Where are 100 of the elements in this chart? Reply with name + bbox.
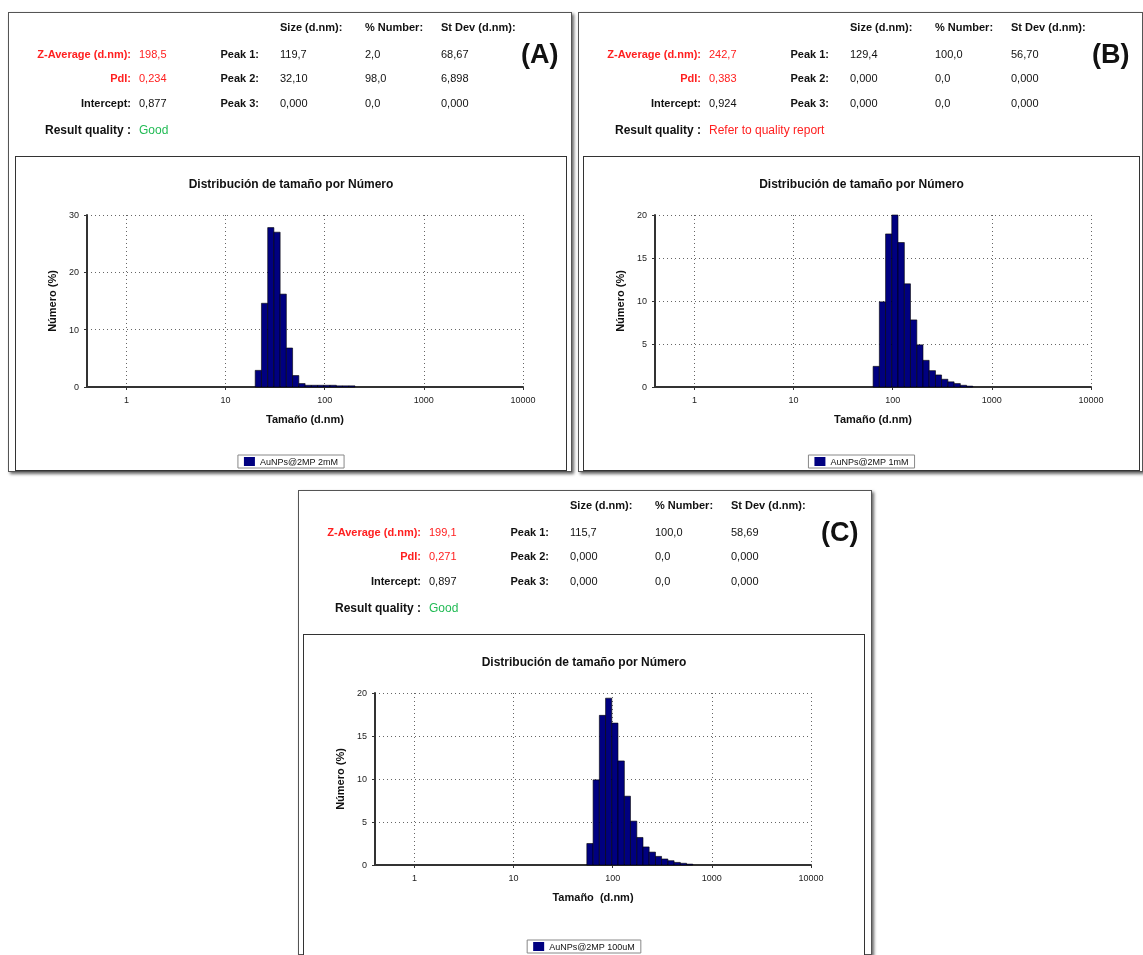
text: 100,0 <box>935 48 963 60</box>
y-tick-label: 10 <box>636 296 647 306</box>
text: St Dev (d.nm): <box>441 21 516 33</box>
text: Size (d.nm): <box>850 21 913 33</box>
text: Z-Average (d.nm): <box>607 48 701 60</box>
text: 115,7 <box>570 526 597 538</box>
text: 0,000 <box>731 575 759 587</box>
text: 68,67 <box>441 48 469 60</box>
text: Size (d.nm): <box>280 21 343 33</box>
x-tick-label: 100 <box>885 394 901 405</box>
text: 0,000 <box>850 72 878 84</box>
text: 0,877 <box>139 97 167 109</box>
y-tick-label: 20 <box>68 267 79 278</box>
text: 242,7 <box>709 48 737 60</box>
y-axis-title: Número (%) <box>333 747 346 810</box>
x-axis-title: Tamaño (d.nm) <box>552 890 634 903</box>
text: Intercept: <box>370 575 421 587</box>
x-tick-label: 1 <box>411 872 417 883</box>
y-tick-label: 15 <box>636 253 647 263</box>
text: 0,000 <box>731 550 759 562</box>
text: (B) <box>1092 39 1130 70</box>
text: 32,10 <box>280 72 308 84</box>
text: 0,271 <box>429 550 457 562</box>
text: 6,898 <box>441 72 469 84</box>
x-tick-label: 10 <box>220 394 231 405</box>
text: 0,0 <box>655 550 671 562</box>
text: 0,897 <box>429 575 457 587</box>
text: Good <box>139 123 169 137</box>
text: 198,5 <box>139 48 167 60</box>
y-axis-title: Número (%) <box>45 269 58 332</box>
y-tick-label: 10 <box>68 324 79 335</box>
text: (A) <box>521 39 559 70</box>
text: 0,0 <box>935 72 951 84</box>
text: Peak 1: <box>220 48 259 60</box>
text: Result quality : <box>614 123 701 137</box>
legend-label: AuNPs@2MP 1mM <box>830 456 909 467</box>
x-tick-label: 1000 <box>981 394 1002 405</box>
y-tick-label: 0 <box>73 382 79 392</box>
text: Result quality : <box>44 123 131 137</box>
y-axis-title: Número (%) <box>613 269 626 332</box>
text: 0,000 <box>441 97 469 109</box>
text: Peak 2: <box>220 72 259 84</box>
text: PdI: <box>400 550 421 562</box>
x-axis-title: Tamaño (d.nm) <box>265 412 345 425</box>
text: % Number: <box>655 499 714 511</box>
text: Refer to quality report <box>709 123 825 137</box>
text: Peak 3: <box>510 575 549 587</box>
y-tick-label: 0 <box>361 860 367 870</box>
y-tick-label: 10 <box>356 774 367 784</box>
y-tick-label: 0 <box>641 382 647 392</box>
text: 0,924 <box>709 97 737 109</box>
x-tick-label: 10000 <box>1078 394 1104 405</box>
text: Peak 3: <box>220 97 259 109</box>
y-tick-label: 5 <box>361 817 367 827</box>
text: 119,7 <box>280 48 307 60</box>
text: Peak 1: <box>510 526 549 538</box>
text: 58,69 <box>731 526 759 538</box>
text: PdI: <box>110 72 131 84</box>
text: Peak 2: <box>510 550 549 562</box>
text: 0,000 <box>1011 72 1039 84</box>
text: Peak 1: <box>790 48 829 60</box>
text: Peak 3: <box>790 97 829 109</box>
text: Z-Average (d.nm): <box>327 526 421 538</box>
x-axis-title: Tamaño (d.nm) <box>833 412 913 425</box>
y-tick-label: 20 <box>636 210 647 220</box>
x-tick-label: 10000 <box>798 872 824 883</box>
legend-label: AuNPs@2MP 2mM <box>259 456 338 467</box>
text: 0,000 <box>570 575 598 587</box>
x-tick-label: 1 <box>691 394 697 405</box>
y-tick-label: 15 <box>356 731 367 741</box>
x-tick-label: 1000 <box>701 872 722 883</box>
text: 0,383 <box>709 72 737 84</box>
text: Intercept: <box>650 97 701 109</box>
text: % Number: <box>935 21 994 33</box>
legend-label: AuNPs@2MP 100uM <box>549 941 635 952</box>
chart-title: Distribución de tamaño por Número <box>759 177 964 191</box>
text: Peak 2: <box>790 72 829 84</box>
text: 0,000 <box>570 550 598 562</box>
text: 2,0 <box>365 48 381 60</box>
text: % Number: <box>365 21 424 33</box>
text: 100,0 <box>655 526 683 538</box>
y-tick-label: 20 <box>356 688 367 698</box>
text: 129,4 <box>850 48 878 60</box>
x-tick-label: 10 <box>508 872 519 883</box>
text: St Dev (d.nm): <box>1011 21 1086 33</box>
text: 0,0 <box>365 97 381 109</box>
x-tick-label: 10000 <box>510 394 536 405</box>
text: 0,234 <box>139 72 167 84</box>
text: 0,000 <box>850 97 878 109</box>
text: 98,0 <box>365 72 387 84</box>
chart-title: Distribución de tamaño por Número <box>188 177 394 191</box>
text: 0,0 <box>935 97 951 109</box>
chart-title: Distribución de tamaño por Número <box>481 655 687 669</box>
x-tick-label: 10 <box>788 394 799 405</box>
text: 0,0 <box>655 575 671 587</box>
y-tick-label: 5 <box>641 339 647 349</box>
text: 0,000 <box>280 97 308 109</box>
x-tick-label: 1000 <box>413 394 434 405</box>
text: 0,000 <box>1011 97 1039 109</box>
text: 56,70 <box>1011 48 1039 60</box>
